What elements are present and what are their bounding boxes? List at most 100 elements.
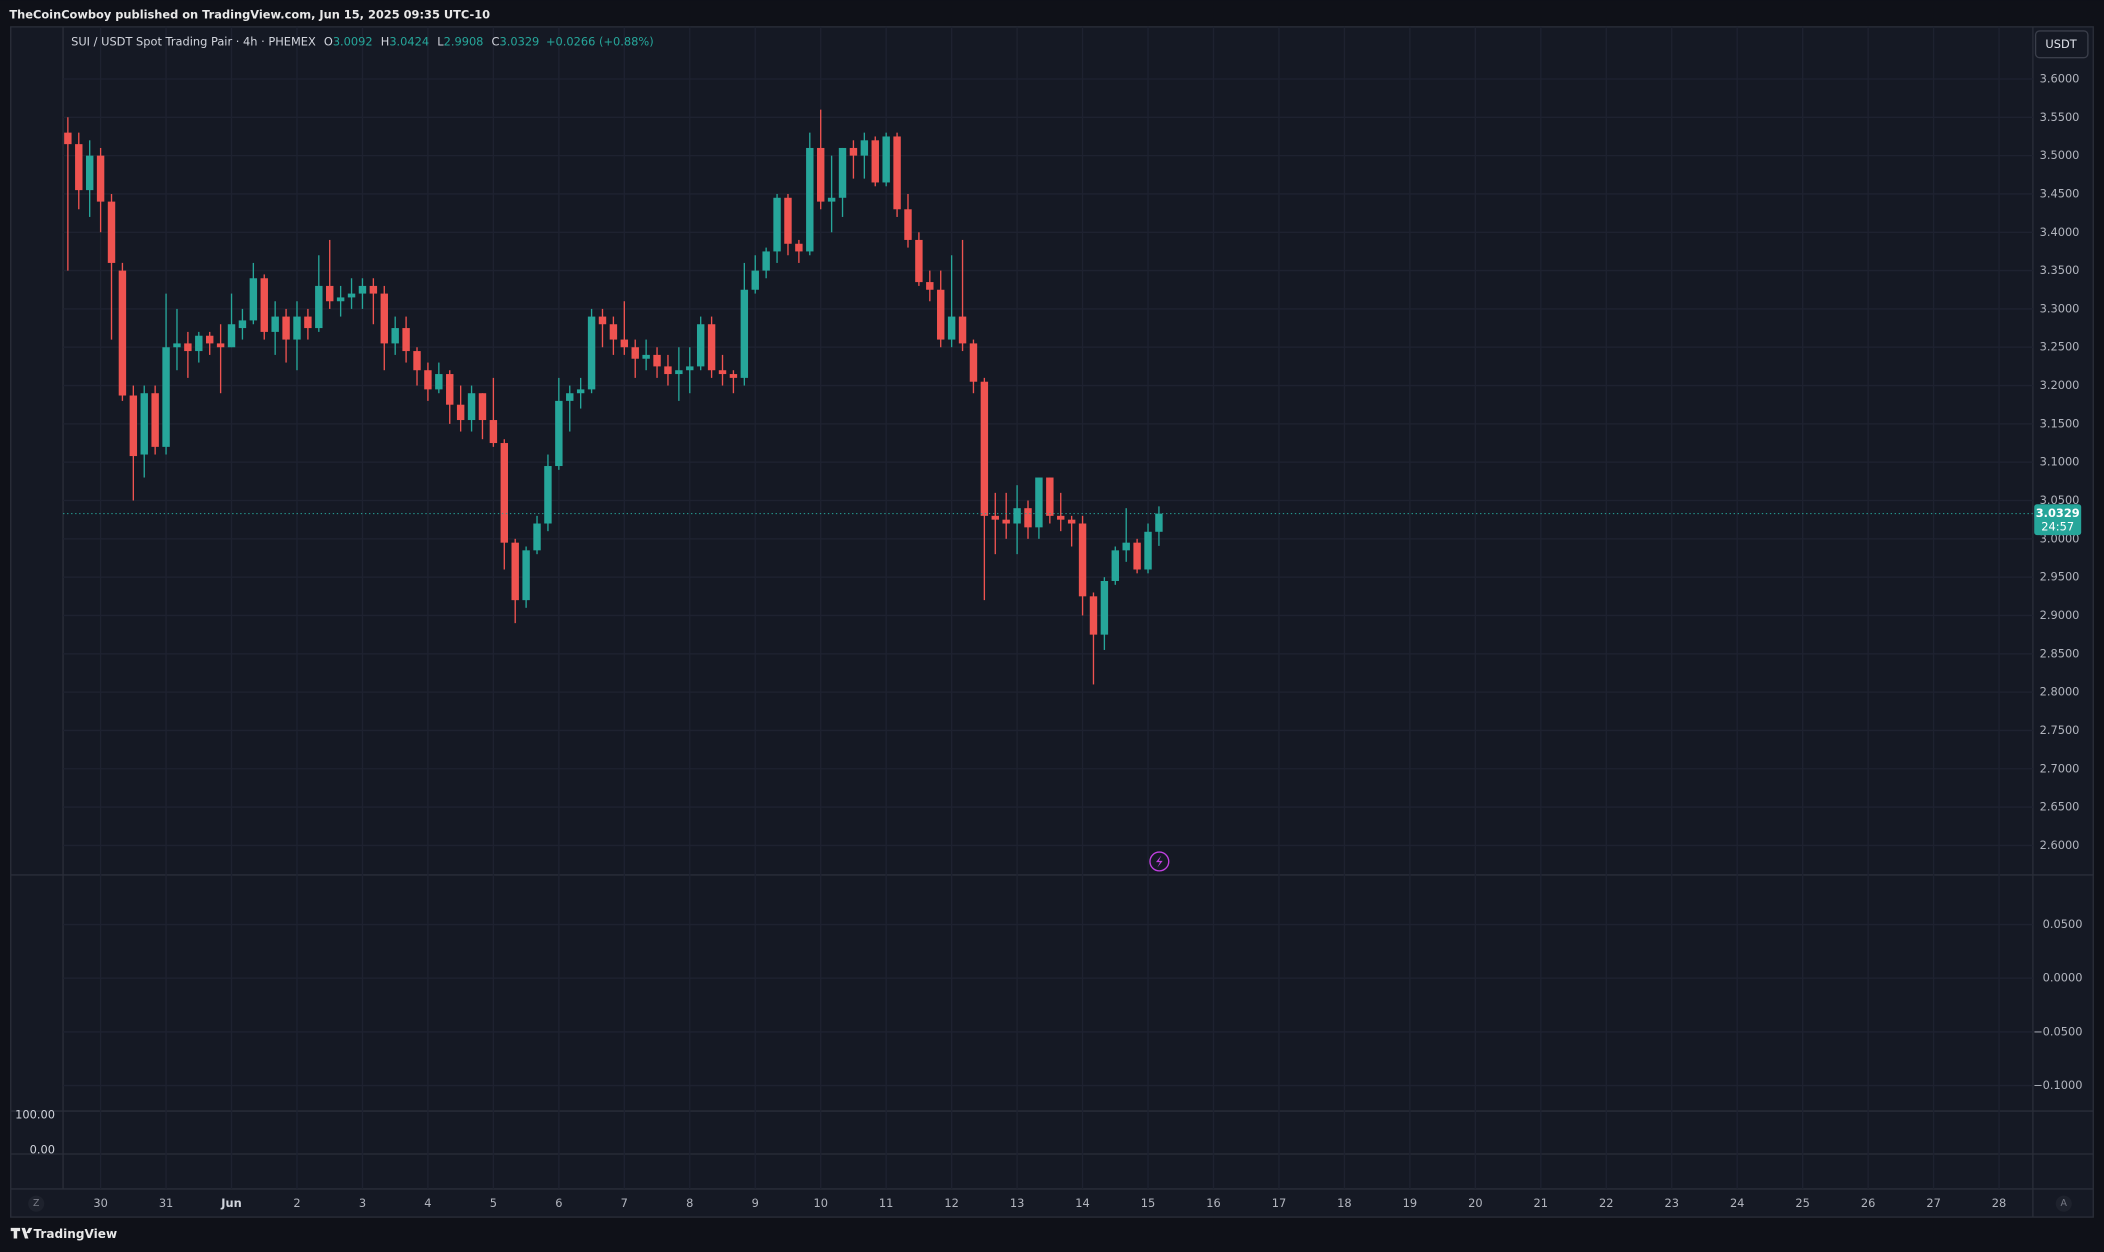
x-tick-label: 10 bbox=[813, 1196, 828, 1210]
candle-body bbox=[271, 316, 279, 332]
legend-item: 2.9908 bbox=[444, 34, 484, 48]
candle-body bbox=[795, 243, 803, 252]
candle-body bbox=[64, 132, 72, 145]
candle-body bbox=[653, 354, 661, 367]
candle-body bbox=[118, 270, 127, 396]
zoom-button[interactable] bbox=[28, 1195, 45, 1212]
y-tick-label: 3.4000 bbox=[2040, 225, 2080, 239]
pane-y-tick-label: 0.00 bbox=[30, 1142, 55, 1156]
x-tick-label: 8 bbox=[686, 1196, 693, 1210]
x-tick-label: 17 bbox=[1272, 1196, 1287, 1210]
legend: SUI / USDT Spot Trading Pair · 4h · PHEM… bbox=[71, 34, 654, 48]
candle-body bbox=[1046, 477, 1054, 516]
candle-body bbox=[216, 343, 225, 348]
x-tick-label: 14 bbox=[1075, 1196, 1090, 1210]
candle-body bbox=[75, 144, 83, 191]
legend-item: L bbox=[437, 34, 444, 48]
candle-body bbox=[456, 404, 465, 421]
x-tick-label: 3 bbox=[359, 1196, 366, 1210]
x-tick-label: 7 bbox=[621, 1196, 628, 1210]
y-tick-label: 2.7500 bbox=[2040, 723, 2080, 737]
y-tick-label: 2.7000 bbox=[2040, 761, 2080, 775]
candle-body bbox=[140, 393, 148, 455]
y-tick-label: 2.8000 bbox=[2040, 685, 2080, 699]
brand-logo bbox=[10, 1227, 33, 1239]
candle-body bbox=[511, 542, 519, 601]
auto-button[interactable] bbox=[2055, 1195, 2072, 1212]
candle-body bbox=[162, 347, 170, 447]
pane-y-tick-label: 0.0500 bbox=[2043, 917, 2083, 931]
currency-button[interactable] bbox=[2034, 30, 2089, 59]
candle-body bbox=[1155, 513, 1163, 532]
event-icon-bolt bbox=[1155, 855, 1163, 868]
candle-body bbox=[882, 136, 890, 183]
x-tick-label: 13 bbox=[1010, 1196, 1025, 1210]
currency-label[interactable]: USDT bbox=[2045, 37, 2076, 51]
candle-body bbox=[1111, 550, 1120, 581]
y-tick-label: 3.3500 bbox=[2040, 263, 2080, 277]
candle-body bbox=[1089, 596, 1098, 635]
candle-body bbox=[718, 370, 727, 375]
candle-body bbox=[129, 395, 138, 457]
legend-item: 3.0092 bbox=[333, 34, 373, 48]
last-price-badge bbox=[2034, 504, 2082, 536]
candle-body bbox=[587, 316, 596, 390]
candle-body bbox=[173, 343, 181, 348]
candle-body bbox=[151, 393, 159, 447]
candle-body bbox=[816, 147, 825, 202]
candle-body bbox=[435, 374, 443, 390]
candle-body bbox=[282, 316, 290, 340]
candle-body bbox=[849, 147, 858, 156]
candle-body bbox=[860, 140, 869, 156]
candle-body bbox=[336, 297, 345, 302]
event-icon[interactable] bbox=[1149, 851, 1170, 872]
candle-body bbox=[827, 197, 836, 202]
countdown-label: 24:57 bbox=[2041, 520, 2074, 534]
candle-body bbox=[227, 324, 236, 348]
candle-body bbox=[1100, 580, 1109, 635]
y-tick-label: 3.0500 bbox=[2040, 493, 2080, 507]
x-tick-label: 27 bbox=[1926, 1196, 1941, 1210]
y-tick-label: 2.6000 bbox=[2040, 838, 2080, 852]
candle-body bbox=[696, 324, 705, 367]
candle-body bbox=[391, 328, 399, 344]
legend-item: C bbox=[491, 34, 499, 48]
candle-body bbox=[260, 278, 268, 332]
x-tick-label: 11 bbox=[879, 1196, 894, 1210]
candle-body bbox=[195, 335, 203, 352]
candle-body bbox=[238, 320, 247, 329]
candle-body bbox=[304, 316, 312, 329]
candle-body bbox=[958, 316, 967, 344]
auto-button-label[interactable]: A bbox=[2061, 1198, 2068, 1209]
candle-body bbox=[358, 285, 367, 294]
grid-layer bbox=[63, 26, 2033, 1189]
x-tick-label: 31 bbox=[159, 1196, 174, 1210]
x-tick-label: 28 bbox=[1992, 1196, 2007, 1210]
x-tick-label: Jun bbox=[220, 1196, 241, 1210]
candle-body bbox=[1057, 515, 1065, 520]
candle-body bbox=[184, 343, 192, 352]
legend-item: SUI / USDT Spot Trading Pair · 4h · PHEM… bbox=[71, 34, 316, 48]
x-tick-label: 19 bbox=[1403, 1196, 1417, 1210]
y-tick-label: 3.2000 bbox=[2040, 378, 2080, 392]
candle-body bbox=[1067, 519, 1076, 524]
candle-body bbox=[926, 282, 934, 290]
x-tick-label: 26 bbox=[1861, 1196, 1876, 1210]
candle-body bbox=[544, 466, 552, 524]
candle-body bbox=[631, 347, 639, 359]
candle-body bbox=[642, 354, 650, 359]
zoom-button-label[interactable]: Z bbox=[33, 1198, 39, 1209]
candle-body bbox=[762, 251, 770, 271]
candle-body bbox=[369, 285, 378, 294]
candle-body bbox=[533, 523, 541, 551]
x-tick-label: 15 bbox=[1141, 1196, 1156, 1210]
candle-body bbox=[467, 393, 476, 421]
pane-y-tick-label: −0.0500 bbox=[2033, 1024, 2082, 1038]
x-tick-label: 5 bbox=[490, 1196, 497, 1210]
legend-item: 3.0329 bbox=[499, 34, 539, 48]
candle-body bbox=[598, 316, 607, 325]
x-tick-label: 9 bbox=[752, 1196, 759, 1210]
candle-body bbox=[1013, 508, 1021, 524]
legend-item: O bbox=[324, 34, 333, 48]
chart-area bbox=[10, 26, 2094, 1218]
